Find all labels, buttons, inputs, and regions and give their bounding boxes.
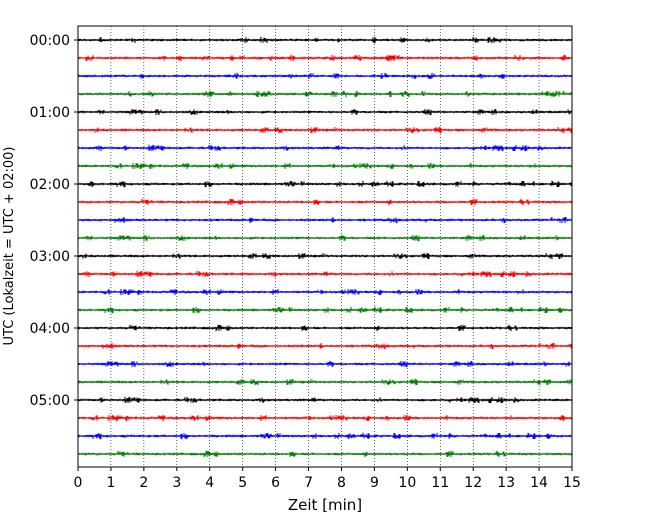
y-tick-label: 03:00	[30, 249, 70, 265]
x-tick-label: 0	[74, 475, 83, 491]
y-tick-label: 00:00	[30, 33, 70, 49]
y-axis-label: UTC (Lokalzeit = UTC + 02:00)	[2, 147, 17, 346]
x-tick-label: 2	[139, 475, 148, 491]
x-tick-label: 5	[238, 475, 247, 491]
x-tick-label: 6	[271, 475, 280, 491]
y-tick-label: 02:00	[30, 177, 70, 193]
x-tick-label: 13	[497, 475, 515, 491]
x-tick-label: 14	[530, 475, 548, 491]
x-tick-label: 9	[370, 475, 379, 491]
x-tick-label: 7	[304, 475, 313, 491]
y-axis: 00:00 01:00 02:00 03:00 04:00 05:00	[30, 33, 78, 409]
plot-frame	[77, 25, 573, 468]
y-tick-label: 01:00	[30, 105, 70, 121]
plot-background	[78, 26, 572, 467]
x-tick-label: 11	[431, 475, 449, 491]
x-tick-label: 4	[205, 475, 214, 491]
x-tick-label: 10	[398, 475, 416, 491]
x-axis: 0 1 2 3 4 5 6 7 8 9 10 11 12 13 14 15	[74, 467, 581, 491]
x-tick-label: 1	[106, 475, 115, 491]
traces	[77, 36, 573, 458]
x-tick-label: 3	[172, 475, 181, 491]
y-tick-label: 04:00	[30, 321, 70, 337]
y-tick-label: 05:00	[30, 393, 70, 409]
x-tick-label: 12	[464, 475, 482, 491]
x-axis-label: Zeit [min]	[288, 496, 362, 514]
x-tick-label: 8	[337, 475, 346, 491]
x-tick-label: 15	[563, 475, 581, 491]
